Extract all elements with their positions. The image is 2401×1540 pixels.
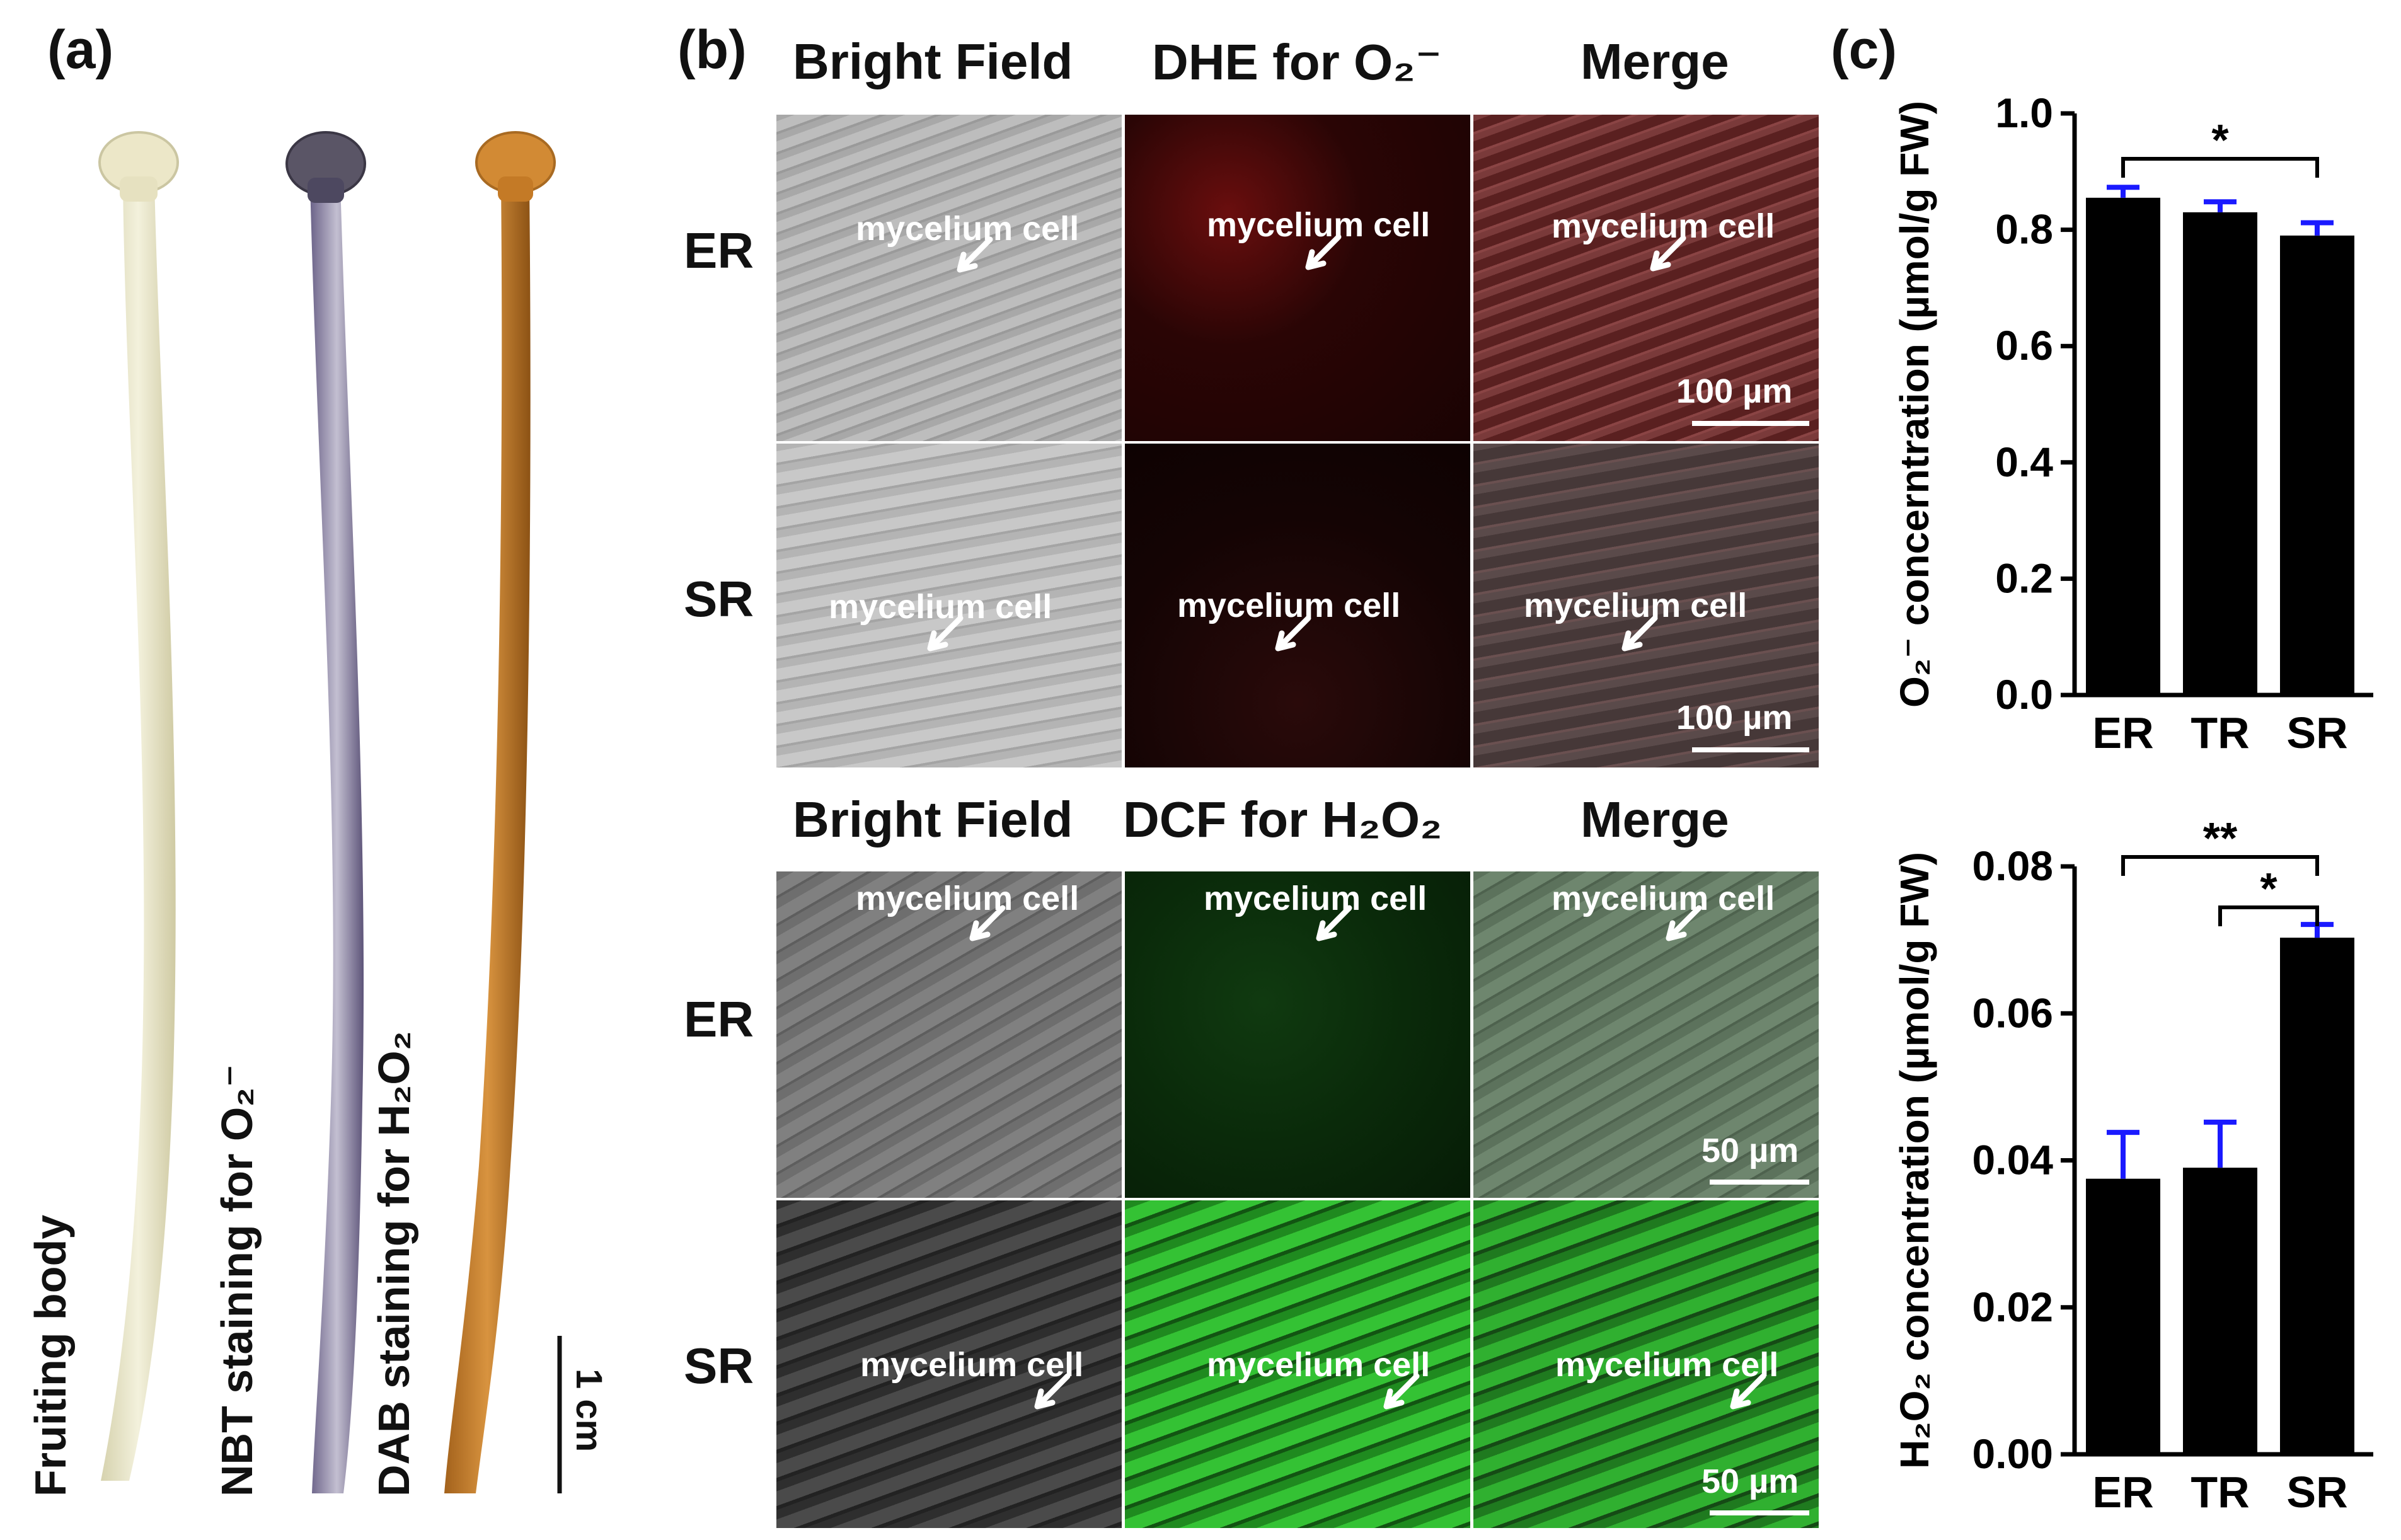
tile-er-merge-top (1473, 115, 1819, 441)
y-tick-label: 0.0 (1995, 671, 2053, 718)
header-dcf: DCF for H₂O₂ (1123, 791, 1442, 848)
panel-b-letter: (b) (677, 20, 747, 80)
y-tick-label: 0.4 (1995, 439, 2053, 485)
arrow-icon (1034, 1373, 1071, 1410)
row-label-er-bottom: ER (684, 991, 754, 1047)
scale-label-100um: 100 µm (1676, 372, 1793, 410)
significance-label: * (2260, 864, 2277, 913)
x-tick-label: TR (2191, 1468, 2249, 1517)
y-tick-label: 0.2 (1995, 555, 2053, 601)
panel-c-letter: (c) (1831, 20, 1897, 80)
bar (2086, 197, 2160, 695)
cell-label: mycelium cell (1524, 587, 1747, 624)
cell-label: mycelium cell (1207, 206, 1431, 244)
row-label-sr-bottom: SR (684, 1338, 754, 1394)
x-tick-label: SR (2286, 708, 2347, 757)
arrow-icon (1666, 905, 1702, 941)
row-label-er-top: ER (684, 222, 754, 279)
y-tick-label: 1.0 (1995, 89, 2053, 136)
caption-nbt-staining: NBT staining for O₂⁻ (212, 1064, 262, 1497)
arrow-icon (1275, 615, 1311, 652)
bar (2183, 212, 2257, 695)
x-tick-label: SR (2286, 1468, 2347, 1517)
scale-label-50um: 50 µm (1701, 1132, 1799, 1169)
x-tick-label: ER (2092, 708, 2153, 757)
header-bright-field-top: Bright Field (793, 33, 1073, 89)
tile-er-dhe (1125, 115, 1470, 441)
cell-label: mycelium cell (1555, 1346, 1779, 1384)
cell-label: mycelium cell (1552, 207, 1775, 245)
cell-label: mycelium cell (1204, 880, 1427, 917)
arrow-icon (957, 236, 993, 273)
tile-sr-merge-bottom (1473, 1200, 1819, 1528)
header-dhe: DHE for O₂⁻ (1152, 34, 1442, 90)
y-tick-label: 0.04 (1972, 1137, 2054, 1183)
row-label-sr-top: SR (684, 571, 754, 627)
scale-bar (1710, 1180, 1809, 1185)
significance-label: * (2211, 115, 2229, 164)
bar (2086, 1178, 2160, 1454)
caption-fruiting-body: Fruiting body (26, 1214, 75, 1497)
tile-sr-merge-top (1473, 444, 1819, 767)
fruiting-body-photos (98, 131, 562, 1493)
scale-bar-label: 1 cm (568, 1369, 609, 1452)
significance-label: ** (2203, 813, 2238, 863)
scale-label-50um: 50 µm (1701, 1462, 1799, 1500)
bar (2183, 1168, 2257, 1454)
scale-bar (1710, 1510, 1809, 1515)
significance-bracket (2121, 855, 2319, 876)
y-tick-label: 0.08 (1972, 842, 2053, 889)
y-tick-label: 0.06 (1972, 989, 2053, 1036)
arrow-icon (1730, 1373, 1766, 1410)
tile-er-bright-field (776, 115, 1122, 441)
y-axis-label: H₂O₂ concentration (µmol/g FW) (1892, 852, 1937, 1469)
arrow-icon (969, 905, 1006, 941)
cell-label: mycelium cell (829, 588, 1052, 626)
caption-dab-staining: DAB staining for H₂O₂ (369, 1031, 418, 1497)
cell-label: mycelium cell (1177, 587, 1401, 624)
y-tick-label: 0.8 (1995, 206, 2053, 253)
y-tick-label: 0.6 (1995, 322, 2053, 369)
tile-er-dcf (1125, 871, 1470, 1198)
arrow-icon (927, 615, 964, 652)
significance-bracket (2218, 905, 2319, 926)
header-merge-top: Merge (1581, 33, 1729, 89)
scale-label-100um: 100 µm (1676, 699, 1793, 737)
arrow-icon (1316, 905, 1352, 941)
arrow-icon (1621, 615, 1658, 652)
scale-bar (1692, 421, 1809, 426)
tile-sr-dhe (1125, 444, 1470, 767)
panel-a-letter: (a) (47, 20, 114, 80)
tile-er-bright-field-dcf (776, 871, 1122, 1198)
arrow-icon (1650, 235, 1686, 272)
arrow-icon (1383, 1373, 1420, 1410)
bar (2280, 235, 2354, 696)
tile-sr-dcf (1125, 1200, 1470, 1528)
y-axis-label: O₂⁻ concerntration (µmol/g FW) (1892, 101, 1937, 708)
tile-sr-bright-field (776, 444, 1122, 767)
chart-o2-concentration: 0.0 0.2 0.4 0.6 0.8 1.0 ER TR SR * O₂⁻ concerntrat… (1892, 89, 2373, 757)
cell-label: mycelium cell (856, 210, 1080, 248)
cell-label: mycelium cell (1207, 1346, 1431, 1384)
significance-bracket (2121, 157, 2319, 178)
tile-er-merge-bottom (1473, 871, 1819, 1198)
header-bright-field-bottom: Bright Field (793, 791, 1073, 848)
dab-stained-specimen (444, 131, 556, 1493)
bar (2280, 938, 2354, 1454)
cell-label: mycelium cell (856, 880, 1080, 917)
y-tick-label: 0.02 (1972, 1284, 2053, 1330)
fruiting-body-specimen (98, 131, 179, 1481)
header-merge-bottom: Merge (1581, 791, 1729, 848)
x-tick-label: ER (2092, 1468, 2153, 1517)
nbt-stained-specimen (285, 131, 366, 1493)
arrow-icon (1305, 234, 1342, 270)
scale-bar (1692, 747, 1809, 752)
x-tick-label: TR (2191, 708, 2249, 757)
y-tick-label: 0.00 (1972, 1430, 2053, 1477)
cell-label: mycelium cell (860, 1346, 1084, 1384)
tile-sr-bright-field-dcf (776, 1200, 1122, 1528)
cell-label: mycelium cell (1552, 880, 1775, 917)
